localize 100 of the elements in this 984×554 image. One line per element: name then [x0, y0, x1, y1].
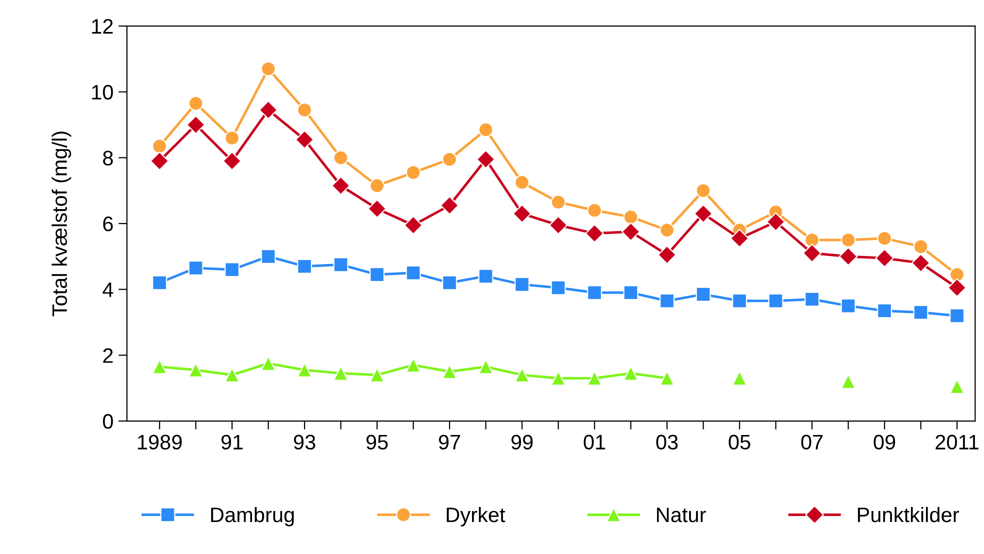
point — [186, 115, 206, 134]
point — [621, 222, 640, 242]
point — [585, 224, 604, 243]
point — [331, 176, 350, 196]
x-tick-label: 99 — [511, 434, 533, 450]
legend-label: Punktkilder — [858, 506, 959, 522]
point — [732, 370, 748, 386]
x-tick-label: 93 — [294, 434, 316, 450]
point — [260, 248, 276, 264]
y-tick-label: 0 — [102, 414, 113, 429]
y-tick-label: 8 — [103, 150, 113, 166]
x-tick-label: 09 — [874, 434, 896, 450]
y-tick-label: 6 — [103, 216, 113, 232]
point — [478, 359, 494, 374]
point — [152, 275, 168, 290]
point — [804, 292, 820, 307]
point — [514, 367, 530, 382]
legend-label: Dambrug — [211, 506, 294, 526]
point — [840, 374, 856, 390]
point — [804, 232, 820, 248]
point — [548, 216, 568, 235]
point — [766, 212, 786, 232]
point — [442, 364, 458, 380]
point — [406, 165, 421, 180]
point — [370, 367, 385, 382]
point — [730, 228, 749, 248]
point — [696, 286, 711, 302]
point — [587, 285, 602, 300]
point — [768, 293, 784, 308]
point — [694, 204, 713, 224]
point — [442, 152, 458, 167]
point — [368, 199, 386, 218]
point — [660, 222, 675, 238]
point — [875, 248, 894, 268]
point — [152, 138, 168, 154]
point — [188, 362, 204, 378]
point — [732, 293, 748, 308]
x-tick-label: 95 — [366, 434, 388, 450]
point — [442, 275, 458, 290]
x-tick-label: 2011 — [936, 434, 978, 450]
point — [587, 202, 602, 218]
point — [623, 209, 638, 224]
point — [877, 303, 892, 318]
point — [224, 367, 240, 382]
x-tick-label: 1989 — [138, 434, 182, 450]
point — [660, 370, 675, 386]
x-tick-label: 03 — [656, 434, 678, 450]
y-tick-label: 10 — [92, 84, 113, 100]
point — [840, 232, 856, 248]
point — [802, 244, 822, 263]
point — [913, 304, 928, 320]
point — [333, 257, 348, 272]
point — [297, 102, 312, 118]
point — [370, 267, 385, 282]
point — [658, 245, 676, 264]
point — [550, 370, 566, 386]
point — [406, 358, 421, 373]
point — [623, 285, 638, 300]
point — [514, 174, 530, 190]
point — [297, 258, 312, 274]
point — [514, 276, 530, 292]
point — [950, 267, 965, 282]
point — [950, 378, 965, 394]
point — [587, 370, 602, 386]
point — [623, 366, 638, 381]
point — [478, 268, 494, 284]
point — [406, 265, 421, 280]
y-tick-label: 12 — [92, 19, 113, 34]
point — [188, 96, 204, 111]
point — [950, 308, 965, 324]
x-tick-label: 05 — [728, 434, 750, 450]
point — [478, 122, 494, 138]
point — [150, 152, 169, 170]
point — [476, 150, 496, 169]
point — [333, 366, 348, 381]
point — [333, 150, 348, 166]
point — [512, 204, 532, 224]
y-tick-label: 4 — [102, 282, 114, 297]
point — [877, 230, 892, 246]
point — [838, 247, 858, 266]
point — [660, 293, 675, 308]
x-tick-label: 01 — [584, 434, 606, 450]
point — [224, 262, 240, 278]
point — [222, 152, 242, 170]
point — [550, 194, 566, 210]
point — [696, 183, 711, 198]
point — [840, 298, 856, 314]
x-tick-label: 91 — [221, 434, 243, 450]
point — [370, 178, 385, 194]
point — [224, 130, 240, 146]
point — [440, 196, 459, 215]
legend-label: Dyrket — [446, 506, 506, 526]
point — [295, 130, 314, 149]
point — [260, 61, 276, 76]
point — [260, 356, 276, 371]
point — [188, 260, 204, 276]
point — [297, 362, 312, 378]
point — [258, 100, 278, 120]
x-tick-label: 97 — [438, 434, 460, 450]
legend-label: Natur — [657, 508, 706, 522]
